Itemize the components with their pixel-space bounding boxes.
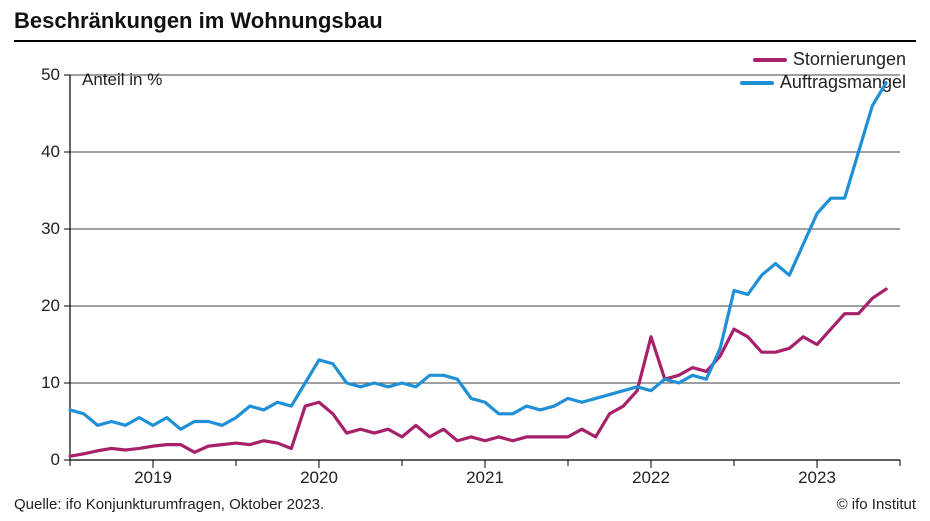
title-underline xyxy=(14,40,916,42)
chart-attribution: © ifo Institut xyxy=(837,496,916,513)
x-tick-label: 2023 xyxy=(798,468,836,488)
chart-svg xyxy=(70,75,900,460)
y-tick-label: 50 xyxy=(20,65,60,85)
y-tick-label: 10 xyxy=(20,373,60,393)
x-tick-label: 2022 xyxy=(632,468,670,488)
series-line-stornierungen xyxy=(70,289,886,456)
x-tick-label: 2021 xyxy=(466,468,504,488)
chart-container: Beschränkungen im Wohnungsbau Stornierun… xyxy=(0,0,930,521)
chart-source: Quelle: ifo Konjunkturumfragen, Oktober … xyxy=(14,496,324,513)
legend-swatch-stornierungen xyxy=(753,58,787,62)
legend-label-stornierungen: Stornierungen xyxy=(793,48,906,71)
x-tick-label: 2019 xyxy=(134,468,172,488)
y-tick-label: 30 xyxy=(20,219,60,239)
legend-item-stornierungen: Stornierungen xyxy=(740,48,906,71)
chart-title: Beschränkungen im Wohnungsbau xyxy=(14,8,383,34)
y-tick-label: 20 xyxy=(20,296,60,316)
series-line-auftragsmangel xyxy=(70,83,886,430)
y-tick-label: 40 xyxy=(20,142,60,162)
y-tick-label: 0 xyxy=(20,450,60,470)
x-tick-label: 2020 xyxy=(300,468,338,488)
chart-plot-area xyxy=(70,75,900,460)
